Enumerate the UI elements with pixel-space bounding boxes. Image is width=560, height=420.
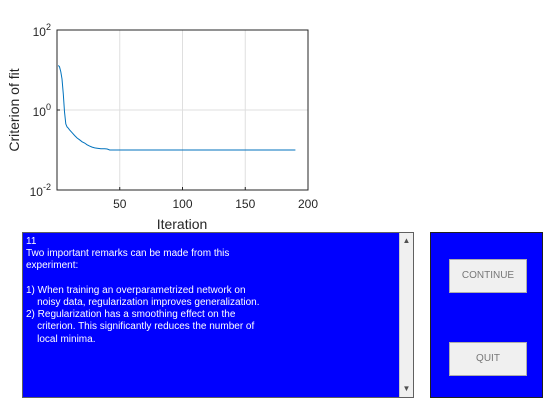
y-tick-exponent: -2	[43, 182, 51, 192]
x-tick-label: 200	[298, 197, 318, 211]
scroll-up-arrow-icon[interactable]: ▲	[402, 236, 411, 245]
continue-button[interactable]: CONTINUE	[449, 259, 527, 293]
y-tick-exponent: 0	[46, 102, 51, 112]
button-panel: CONTINUE QUIT	[430, 232, 543, 398]
x-tick-label: 150	[235, 197, 255, 211]
scroll-down-arrow-icon[interactable]: ▼	[402, 384, 411, 393]
series-line	[57, 65, 296, 151]
message-text: 11 Two important remarks can be made fro…	[26, 236, 260, 345]
y-tick-base: 10	[33, 105, 47, 119]
x-tick-label: 50	[113, 197, 127, 211]
y-tick-label: 10-2	[30, 182, 51, 199]
y-tick-label: 102	[33, 22, 51, 39]
x-axis-ticks: 50 100 150 200	[56, 187, 318, 211]
y-tick-base: 10	[30, 185, 44, 199]
quit-button[interactable]: QUIT	[449, 342, 527, 376]
y-tick-base: 10	[33, 25, 47, 39]
message-scrollbar[interactable]: ▲ ▼	[399, 233, 413, 397]
x-tick-label: 100	[172, 197, 192, 211]
x-axis-label: Iteration	[157, 216, 208, 232]
y-tick-label: 100	[33, 102, 51, 119]
y-axis-label: Criterion of fit	[6, 68, 22, 151]
y-tick-exponent: 2	[46, 22, 51, 32]
message-panel[interactable]: 11 Two important remarks can be made fro…	[22, 232, 414, 398]
